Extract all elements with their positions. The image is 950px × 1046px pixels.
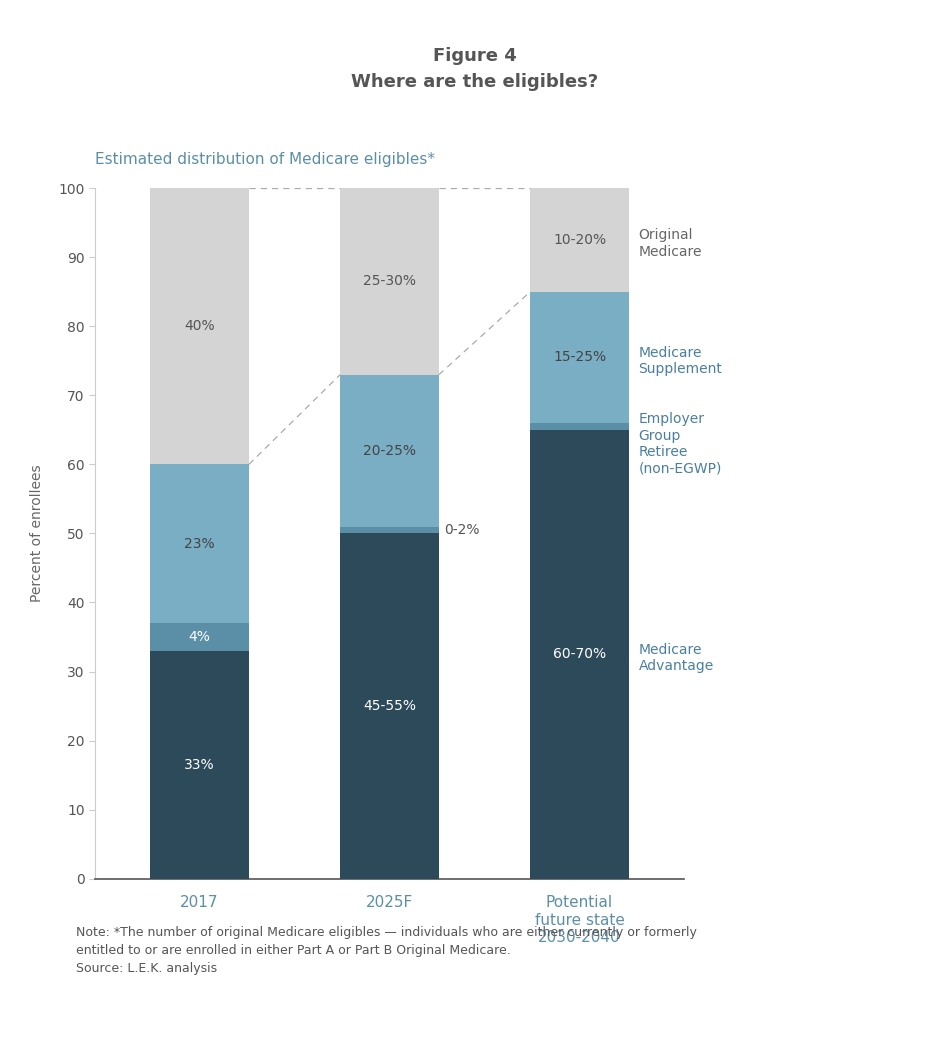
Text: Original
Medicare: Original Medicare	[638, 228, 702, 258]
Text: 45-55%: 45-55%	[363, 699, 416, 713]
Bar	[150, 188, 249, 464]
Text: 23%: 23%	[184, 537, 215, 551]
Text: 15-25%: 15-25%	[553, 350, 606, 364]
Y-axis label: Percent of enrollees: Percent of enrollees	[30, 464, 45, 602]
Bar	[340, 374, 439, 526]
Text: 25-30%: 25-30%	[363, 274, 416, 289]
Text: Note: *The number of original Medicare eligibles — individuals who are either cu: Note: *The number of original Medicare e…	[76, 926, 697, 975]
Text: Estimated distribution of Medicare eligibles*: Estimated distribution of Medicare eligi…	[95, 152, 435, 166]
Bar	[340, 188, 439, 374]
Bar	[530, 423, 629, 430]
Bar	[530, 430, 629, 879]
Bar	[530, 292, 629, 423]
Text: Medicare
Advantage: Medicare Advantage	[638, 642, 713, 673]
Bar	[530, 188, 629, 292]
Bar	[150, 651, 249, 879]
Text: 4%: 4%	[188, 630, 211, 644]
Text: 60-70%: 60-70%	[553, 647, 606, 661]
Text: Employer
Group
Retiree
(non-EGWP): Employer Group Retiree (non-EGWP)	[638, 412, 722, 475]
Text: Figure 4: Figure 4	[433, 47, 517, 65]
Bar	[150, 464, 249, 623]
Text: 0-2%: 0-2%	[445, 523, 480, 537]
Text: Medicare
Supplement: Medicare Supplement	[638, 346, 722, 376]
Bar	[340, 526, 439, 533]
Bar	[150, 623, 249, 651]
Text: Where are the eligibles?: Where are the eligibles?	[352, 73, 598, 91]
Text: 20-25%: 20-25%	[363, 444, 416, 457]
Text: 33%: 33%	[184, 757, 215, 772]
Text: 10-20%: 10-20%	[553, 233, 606, 247]
Bar	[340, 533, 439, 879]
Text: 40%: 40%	[184, 319, 215, 334]
